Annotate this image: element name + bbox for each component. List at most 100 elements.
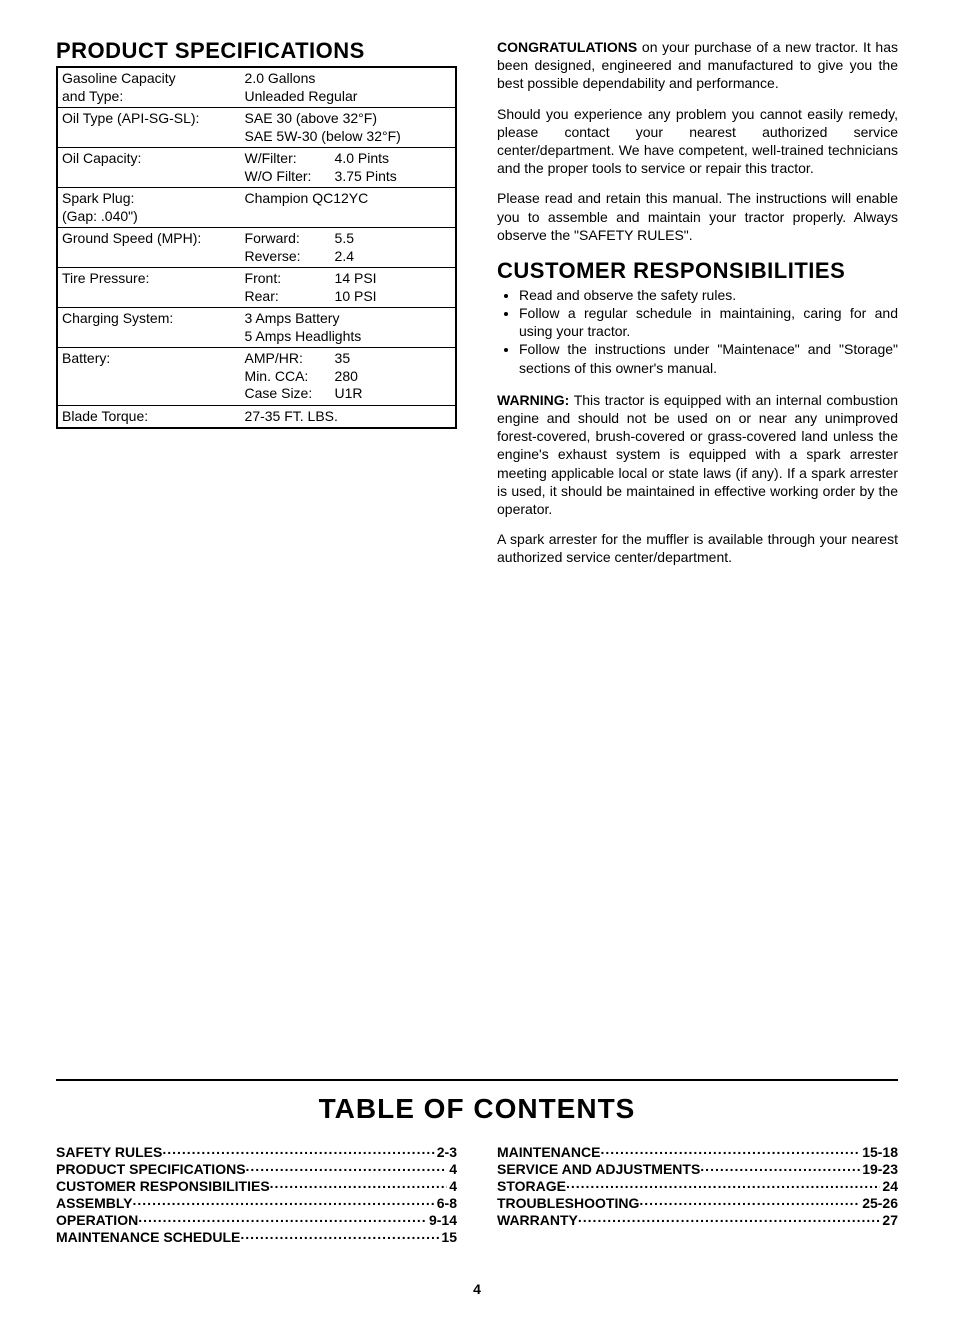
spec-subkey: AMP/HR:: [245, 350, 335, 368]
product-specs-heading: PRODUCT SPECIFICATIONS: [56, 38, 457, 64]
toc-dots: [578, 1211, 881, 1225]
read-manual-paragraph: Please read and retain this manual. The …: [497, 189, 898, 244]
spec-value: SAE 30 (above 32°F)SAE 5W-30 (below 32°F…: [241, 108, 456, 148]
spec-value: Champion QC12YC: [241, 188, 456, 228]
toc-dots: [700, 1160, 860, 1174]
toc-entry: SERVICE AND ADJUSTMENTS 19-23: [497, 1160, 898, 1177]
spec-subkey: Rear:: [245, 288, 335, 306]
toc-dots: [246, 1160, 448, 1174]
spec-subval: 3.75 Pints: [335, 168, 451, 186]
responsibility-item: Follow the instructions under "Maintenac…: [519, 340, 898, 376]
spec-subkey: Case Size:: [245, 385, 335, 403]
spec-subrow: Front:14 PSI: [245, 270, 451, 288]
responsibility-item: Follow a regular schedule in maintaining…: [519, 304, 898, 340]
warning-text: This tractor is equipped with an interna…: [497, 392, 898, 517]
toc-heading: TABLE OF CONTENTS: [56, 1093, 898, 1125]
toc-page: 15-18: [860, 1144, 898, 1160]
toc-dots: [639, 1194, 860, 1208]
toc-page: 4: [447, 1178, 457, 1194]
toc-left-column: SAFETY RULES2-3PRODUCT SPECIFICATIONS4CU…: [56, 1143, 457, 1245]
toc-dots: [566, 1177, 880, 1191]
spec-subrow: Rear:10 PSI: [245, 288, 451, 306]
toc-page: 19-23: [860, 1161, 898, 1177]
warning-paragraph: WARNING: This tractor is equipped with a…: [497, 391, 898, 518]
spec-subrow: Case Size:U1R: [245, 385, 451, 403]
spec-subval: 4.0 Pints: [335, 150, 451, 168]
spec-row: Charging System:3 Amps Battery5 Amps Hea…: [57, 308, 456, 348]
spec-label: Oil Type (API-SG-SL):: [57, 108, 241, 148]
spec-subval: 280: [335, 368, 451, 386]
spec-row: Tire Pressure:Front:14 PSIRear:10 PSI: [57, 268, 456, 308]
toc-label: MAINTENANCE SCHEDULE: [56, 1229, 240, 1245]
customer-responsibilities-list: Read and observe the safety rules.Follow…: [497, 286, 898, 377]
toc-divider: [56, 1079, 898, 1081]
toc-page: 2-3: [435, 1144, 457, 1160]
toc-label: OPERATION: [56, 1212, 138, 1228]
spec-value: AMP/HR:35Min. CCA:280Case Size:U1R: [241, 348, 456, 406]
page-number: 4: [56, 1281, 898, 1297]
customer-responsibilities-heading: CUSTOMER RESPONSIBILITIES: [497, 258, 898, 284]
spec-subkey: W/O Filter:: [245, 168, 335, 186]
spec-row: Gasoline Capacityand Type:2.0 GallonsUnl…: [57, 67, 456, 108]
toc-label: MAINTENANCE: [497, 1144, 600, 1160]
spec-value: 2.0 GallonsUnleaded Regular: [241, 67, 456, 108]
toc-label: ASSEMBLY: [56, 1195, 133, 1211]
spec-label: Spark Plug:(Gap: .040"): [57, 188, 241, 228]
toc-dots: [162, 1143, 434, 1157]
toc-entry: MAINTENANCE SCHEDULE15: [56, 1228, 457, 1245]
product-specs-table: Gasoline Capacityand Type:2.0 GallonsUnl…: [56, 66, 457, 429]
spec-label: Battery:: [57, 348, 241, 406]
toc-entry: PRODUCT SPECIFICATIONS4: [56, 1160, 457, 1177]
toc-page: 27: [880, 1212, 898, 1228]
spec-subval: 14 PSI: [335, 270, 451, 288]
toc-page: 25-26: [860, 1195, 898, 1211]
spec-row: Oil Type (API-SG-SL):SAE 30 (above 32°F)…: [57, 108, 456, 148]
toc-label: SAFETY RULES: [56, 1144, 162, 1160]
spec-subkey: Front:: [245, 270, 335, 288]
toc-entry: CUSTOMER RESPONSIBILITIES4: [56, 1177, 457, 1194]
toc-page: 6-8: [435, 1195, 457, 1211]
spec-subval: 10 PSI: [335, 288, 451, 306]
toc-dots: [138, 1211, 427, 1225]
spark-arrester-paragraph: A spark arrester for the muffler is avai…: [497, 530, 898, 566]
congratulations-paragraph: CONGRATULATIONS on your purchase of a ne…: [497, 38, 898, 93]
toc-label: SERVICE AND ADJUSTMENTS: [497, 1161, 700, 1177]
spec-subval: 35: [335, 350, 451, 368]
toc-entry: TROUBLESHOOTING 25-26: [497, 1194, 898, 1211]
spec-label: Ground Speed (MPH):: [57, 228, 241, 268]
spec-subrow: W/Filter:4.0 Pints: [245, 150, 451, 168]
left-column: PRODUCT SPECIFICATIONS Gasoline Capacity…: [56, 38, 457, 579]
spec-row: Blade Torque:27-35 FT. LBS.: [57, 405, 456, 428]
spec-subrow: Min. CCA:280: [245, 368, 451, 386]
spec-subrow: Reverse:2.4: [245, 248, 451, 266]
toc-entry: STORAGE 24: [497, 1177, 898, 1194]
spec-subrow: AMP/HR:35: [245, 350, 451, 368]
toc-entry: OPERATION 9-14: [56, 1211, 457, 1228]
toc-right-column: MAINTENANCE 15-18 SERVICE AND ADJUSTMENTS 1…: [497, 1143, 898, 1245]
right-column: CONGRATULATIONS on your purchase of a ne…: [497, 38, 898, 579]
spec-subval: U1R: [335, 385, 451, 403]
toc-dots: [600, 1143, 860, 1157]
spec-subkey: Min. CCA:: [245, 368, 335, 386]
spec-subkey: Forward:: [245, 230, 335, 248]
toc-label: PRODUCT SPECIFICATIONS: [56, 1161, 246, 1177]
toc-page: 9-14: [427, 1212, 457, 1228]
spec-label: Tire Pressure:: [57, 268, 241, 308]
congratulations-bold: CONGRATULATIONS: [497, 39, 637, 55]
spec-value: 27-35 FT. LBS.: [241, 405, 456, 428]
spec-row: Oil Capacity:W/Filter:4.0 PintsW/O Filte…: [57, 148, 456, 188]
toc-columns: SAFETY RULES2-3PRODUCT SPECIFICATIONS4CU…: [56, 1143, 898, 1245]
spec-subrow: Forward:5.5: [245, 230, 451, 248]
page: PRODUCT SPECIFICATIONS Gasoline Capacity…: [0, 0, 954, 1327]
two-column-layout: PRODUCT SPECIFICATIONS Gasoline Capacity…: [56, 38, 898, 579]
toc-entry: MAINTENANCE 15-18: [497, 1143, 898, 1160]
spec-label: Charging System:: [57, 308, 241, 348]
spec-subkey: Reverse:: [245, 248, 335, 266]
spec-label: Blade Torque:: [57, 405, 241, 428]
toc-page: 24: [880, 1178, 898, 1194]
toc-dots: [133, 1194, 435, 1208]
toc-label: TROUBLESHOOTING: [497, 1195, 639, 1211]
toc-label: STORAGE: [497, 1178, 566, 1194]
responsibility-item: Read and observe the safety rules.: [519, 286, 898, 304]
toc-dots: [270, 1177, 448, 1191]
